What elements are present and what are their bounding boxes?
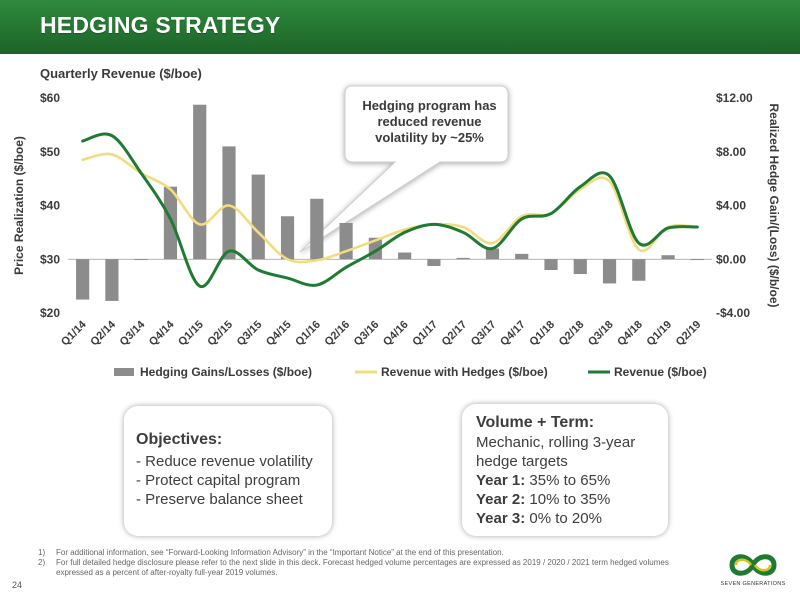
bar <box>398 252 412 260</box>
series-line-revenue <box>81 132 699 288</box>
bar <box>222 146 236 260</box>
x-tick-label: Q2/19 <box>674 319 704 349</box>
y-tick-right: -$4.00 <box>716 306 750 320</box>
bar <box>573 259 587 275</box>
x-tick-label: Q2/14 <box>88 318 118 348</box>
y-tick-left: $40 <box>40 199 60 213</box>
y-tick-right: $12.00 <box>716 91 753 105</box>
bar <box>456 257 470 260</box>
x-tick-label: Q3/16 <box>352 319 382 349</box>
callout-text: Hedging program has reduced revenue vola… <box>352 98 507 146</box>
objectives-title: Objectives: <box>136 431 223 448</box>
x-tick-label: Q4/17 <box>498 319 528 349</box>
x-tick-label: Q1/18 <box>527 319 557 349</box>
callout-line: volatility by ~25% <box>375 130 484 145</box>
y-tick-right: $4.00 <box>716 199 746 213</box>
bar <box>310 198 324 260</box>
bar <box>193 104 207 260</box>
bar <box>632 259 646 281</box>
x-tick-label: Q2/18 <box>557 319 587 349</box>
y-tick-right: $0.00 <box>716 252 746 266</box>
y-tick-left: $50 <box>40 145 60 159</box>
legend-label: Hedging Gains/Losses ($/boe) <box>140 365 312 379</box>
y-tick-left: $20 <box>40 306 60 320</box>
company-logo: SEVEN GENERATIONS <box>718 548 788 594</box>
seven-generations-logo-icon <box>729 554 777 576</box>
x-tick-label: Q1/19 <box>645 319 675 349</box>
page-number: 24 <box>12 580 23 590</box>
volume-term-box: Volume + Term: Mechanic, rolling 3-year … <box>462 404 668 536</box>
volume-term-line: Year 2: 10% to 35% <box>476 491 611 508</box>
legend-label: Revenue with Hedges ($/boe) <box>381 365 548 379</box>
bar <box>76 259 90 300</box>
y-tick-left: $30 <box>40 252 60 266</box>
footnote: 2) For full detailed hedge disclosure pl… <box>38 558 669 577</box>
bar <box>690 259 704 261</box>
x-tick-label: Q2/16 <box>323 319 353 349</box>
x-tick-label: Q1/17 <box>410 319 440 349</box>
bar <box>163 186 178 260</box>
x-tick-label: Q3/14 <box>118 318 148 348</box>
x-tick-label: Q3/17 <box>469 319 499 349</box>
callout-line: Hedging program has <box>362 98 497 113</box>
footnotes: 1) For additional information, see “Forw… <box>38 548 678 578</box>
bar <box>602 259 617 284</box>
bar <box>134 259 148 261</box>
chart-title: Quarterly Revenue ($/boe) <box>40 66 202 81</box>
x-tick-label: Q4/16 <box>381 319 411 349</box>
callout-bubble <box>299 85 509 253</box>
x-tick-label: Q1/14 <box>59 318 89 348</box>
footnote: 1) For additional information, see “Forw… <box>38 548 504 557</box>
volume-term-line: Year 3: 0% to 20% <box>476 510 602 527</box>
bar <box>485 248 500 260</box>
list-item: - Protect capital program <box>136 472 301 489</box>
volume-term-title: Volume + Term: <box>476 414 595 431</box>
bar <box>105 259 119 301</box>
series-line-revenue-with-hedges <box>81 152 699 264</box>
callout-line: reduced revenue <box>377 114 482 129</box>
bar <box>544 259 558 270</box>
y-tick-left: $60 <box>40 91 60 105</box>
list-item: - Reduce revenue volatility <box>136 453 313 470</box>
page-title: HEDGING STRATEGY <box>40 12 281 38</box>
y-axis-left-title: Price Realization ($/boe) <box>12 136 26 275</box>
objectives-list: - Reduce revenue volatility - Protect ca… <box>136 452 313 509</box>
bar <box>280 216 295 260</box>
objectives-box: Objectives: - Reduce revenue volatility … <box>124 406 332 536</box>
bar <box>427 259 441 266</box>
legend-swatch <box>114 368 134 376</box>
x-tick-label: Q1/16 <box>293 319 323 349</box>
revenue-chart: Quarterly Revenue ($/boe) Price Realizati… <box>12 66 781 379</box>
logo-text: SEVEN GENERATIONS <box>720 581 786 587</box>
x-tick-label: Q4/14 <box>147 318 177 348</box>
bar <box>661 255 675 260</box>
y-axis-right-title: Realized Hedge Gain/(Loss) ($/b/oe) <box>767 103 781 307</box>
header-bar: HEDGING STRATEGY <box>0 0 800 54</box>
x-tick-label: Q4/18 <box>615 319 645 349</box>
x-tick-label: Q1/15 <box>176 319 206 349</box>
x-tick-label: Q3/15 <box>235 319 265 349</box>
volume-term-line: Mechanic, rolling 3-year hedge targets <box>476 434 636 470</box>
volume-term-body: Mechanic, rolling 3-year hedge targets Y… <box>476 433 666 528</box>
list-item: - Preserve balance sheet <box>136 491 303 508</box>
x-tick-label: Q3/18 <box>586 319 616 349</box>
x-tick-label: Q2/15 <box>205 319 235 349</box>
bar <box>515 253 529 260</box>
legend-label: Revenue ($/boe) <box>614 365 707 379</box>
y-tick-right: $8.00 <box>716 145 746 159</box>
volume-term-line: Year 1: 35% to 65% <box>476 472 611 489</box>
x-tick-label: Q4/15 <box>264 319 294 349</box>
x-tick-label: Q2/17 <box>440 319 470 349</box>
bar <box>251 174 265 260</box>
